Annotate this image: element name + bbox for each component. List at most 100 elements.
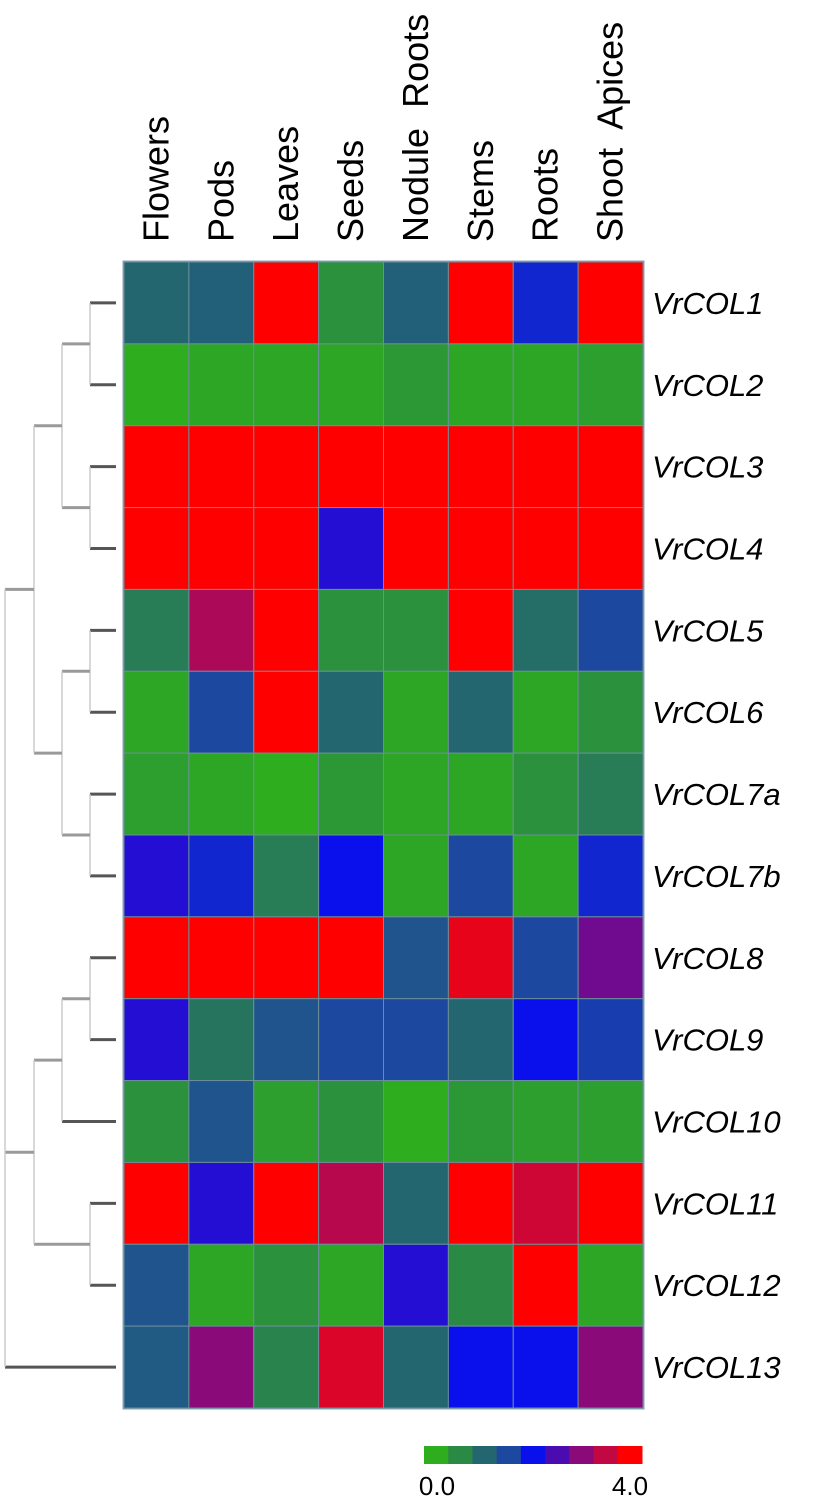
row-label: VrCOL1 [652,286,763,321]
heatmap-cell [123,670,190,754]
heatmap-cell [447,507,514,590]
heatmap-cell [123,998,190,1082]
heatmap-cell [188,834,255,918]
heatmap-cell [188,1080,255,1163]
color-scale-swatch [520,1446,546,1464]
heatmap-cell [188,1243,255,1327]
heatmap-cell [383,916,449,1000]
heatmap-cell [447,834,514,918]
heatmap-cell [123,588,190,672]
heatmap-cell [123,834,190,918]
heatmap-cell [318,1243,385,1327]
color-scale-bar [424,1446,643,1464]
heatmap-cell [447,1161,514,1245]
heatmap-cell [253,261,320,345]
heatmap-cell [318,670,385,754]
color-scale-legend: 0.0 4.0 [419,1446,648,1501]
heatmap-cell [383,1325,449,1409]
color-scale-min-label: 0.0 [419,1471,455,1501]
heatmap-cell [253,834,320,918]
heatmap-cell [383,670,449,754]
heatmap-cell [512,916,579,1000]
heatmap-cell [577,343,644,427]
row-label: VrCOL3 [652,450,763,485]
heatmap-cell [447,1325,514,1409]
heatmap-cell [512,670,579,754]
heatmap-cell [512,1080,579,1163]
heatmap-cell [318,261,385,345]
heatmap-cell [383,1161,449,1245]
color-scale-swatch [569,1446,595,1464]
column-label: Pods [200,160,241,242]
heatmap-cell [253,507,320,590]
column-label: Seeds [330,140,371,242]
heatmap-cell [512,588,579,672]
heatmap-cell [383,998,449,1082]
heatmap-cell [253,752,320,836]
row-label: VrCOL2 [652,368,763,403]
heatmap-cell [383,425,449,509]
heatmap-cell [512,1243,579,1327]
heatmap-cell [318,1080,385,1163]
heatmap-cells [122,260,645,1410]
heatmap-cell [253,425,320,509]
row-label: VrCOL10 [652,1105,781,1140]
heatmap-cell [577,1243,644,1327]
heatmap-cell [188,670,255,754]
heatmap-cell [447,261,514,345]
heatmap-cell [123,752,190,836]
heatmap-cell [318,1325,385,1409]
heatmap-cell [123,261,190,345]
heatmap-cell [577,834,644,918]
color-scale-swatch [472,1446,498,1464]
column-label: Shoot Apices [590,22,631,242]
heatmap-cell [512,425,579,509]
heatmap-cell [123,1080,190,1163]
heatmap-cell [123,1243,190,1327]
column-label: Stems [460,140,501,242]
heatmap-cell [188,261,255,345]
heatmap-cell [188,998,255,1082]
heatmap-cell [253,1080,320,1163]
heatmap-cell [253,1325,320,1409]
heatmap-cell [577,1161,644,1245]
column-label: Leaves [265,126,306,242]
heatmap-cell [447,998,514,1082]
heatmap-cell [577,425,644,509]
heatmap-cell [383,588,449,672]
heatmap-cell [577,261,644,345]
heatmap-cell [123,1325,190,1409]
heatmap-cell [383,261,449,345]
heatmap-cell [188,752,255,836]
color-scale-swatch [496,1446,522,1464]
heatmap-cell [447,1080,514,1163]
column-label: Nodule Roots [395,14,436,242]
heatmap-cell [512,507,579,590]
heatmap-cell [577,670,644,754]
row-label: VrCOL4 [652,532,763,567]
row-label: VrCOL11 [652,1186,778,1221]
heatmap-cell [188,425,255,509]
heatmap-cell [447,670,514,754]
heatmap-cell [577,1080,644,1163]
heatmap-cell [383,752,449,836]
heatmap-cell [318,507,385,590]
heatmap-cell [447,588,514,672]
row-label: VrCOL12 [652,1268,781,1303]
heatmap-cell [577,507,644,590]
color-scale-swatch [545,1446,570,1464]
heatmap-cell [512,261,579,345]
heatmap-cell [318,916,385,1000]
heatmap-cell [188,343,255,427]
heatmap-cell [383,1243,449,1327]
heatmap-cell [512,343,579,427]
row-dendrogram [4,301,116,1369]
heatmap-cell [188,1161,255,1245]
heatmap-cell [577,588,644,672]
heatmap-cell [253,1243,320,1327]
row-labels: VrCOL1 VrCOL2 VrCOL3 VrCOL4 VrCOL5 VrCOL6 VrCO… [652,286,781,1385]
heatmap-cell [318,834,385,918]
heatmap-cell [447,752,514,836]
heatmap-cell [383,343,449,427]
heatmap-cell [188,588,255,672]
